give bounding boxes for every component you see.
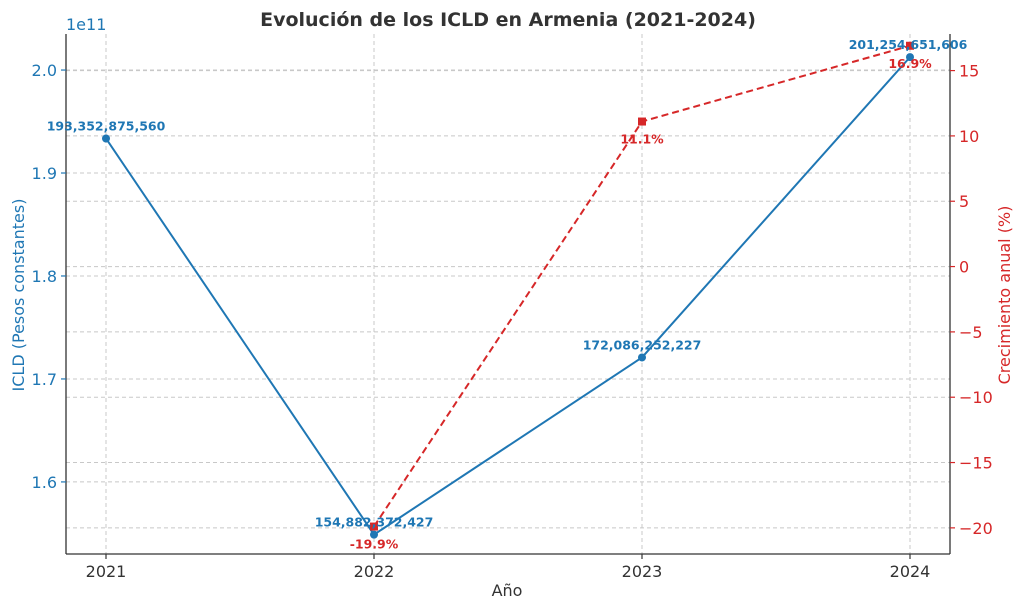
right-tick-label: −20 xyxy=(959,519,993,538)
right-tick-label: −15 xyxy=(959,454,993,473)
growth-point xyxy=(370,522,378,531)
x-tick-label: 2023 xyxy=(622,562,663,581)
growth-point xyxy=(638,117,646,126)
right-tick-label: 15 xyxy=(959,62,979,81)
series xyxy=(102,41,914,539)
x-tick-label: 2021 xyxy=(86,562,127,581)
x-tick-label: 2024 xyxy=(890,562,931,581)
right-axis-label: Crecimiento anual (%) xyxy=(995,206,1014,385)
icld-line xyxy=(105,56,911,536)
icld-point xyxy=(638,353,646,362)
right-tick-label: −5 xyxy=(959,323,983,342)
grid xyxy=(66,34,950,554)
left-tick-label: 1.6 xyxy=(32,473,57,492)
icld-data-label: 193,352,875,560 xyxy=(47,118,166,133)
left-axis-offset-text: 1e11 xyxy=(66,15,106,34)
axes: 2021 2022 2023 2024 1.6 1.7 1.8 1.9 2.0 −20 −15 −10… xyxy=(32,34,993,581)
left-tick-label: 1.9 xyxy=(32,164,57,183)
left-tick-label: 2.0 xyxy=(32,61,57,80)
x-tick-label: 2022 xyxy=(354,562,395,581)
right-tick-label: 0 xyxy=(959,258,969,277)
right-tick-label: 10 xyxy=(959,127,979,146)
left-tick-label: 1.7 xyxy=(32,370,57,389)
left-tick-label: 1.8 xyxy=(32,267,57,286)
icld-point xyxy=(102,134,110,143)
growth-data-label: -19.9% xyxy=(350,537,399,552)
growth-data-label: 16.9% xyxy=(888,56,932,71)
icld-point xyxy=(370,530,378,539)
right-tick-label: −10 xyxy=(959,388,993,407)
chart-title: Evolución de los ICLD en Armenia (2021-2… xyxy=(260,9,756,31)
left-axis-label: ICLD (Pesos constantes) xyxy=(9,199,28,392)
icld-point xyxy=(906,53,914,62)
growth-point xyxy=(906,41,914,50)
x-axis-label: Año xyxy=(492,581,523,600)
growth-data-label: 11.1% xyxy=(620,132,664,147)
icld-data-label: 172,086,252,227 xyxy=(583,337,702,352)
icld-data-label: 201,254,651,606 xyxy=(849,37,968,52)
right-tick-label: 5 xyxy=(959,192,969,211)
data-labels: 193,352,875,560 154,882,372,427 172,086,25… xyxy=(47,37,968,551)
icld-data-label: 154,882,372,427 xyxy=(315,515,434,530)
